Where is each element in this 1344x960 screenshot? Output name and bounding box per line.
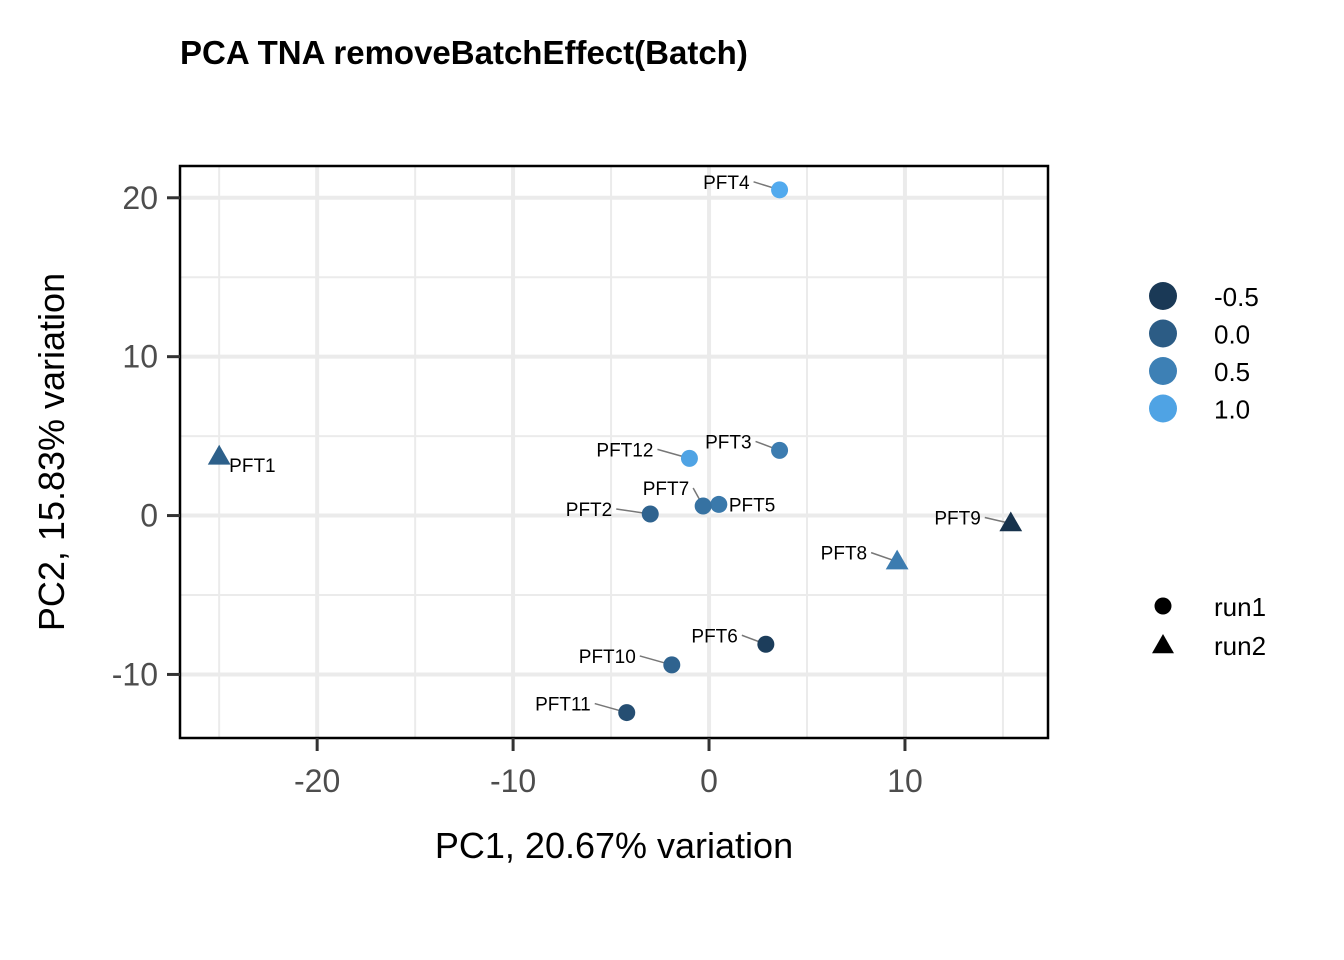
x-axis: -20 -10 0 10 xyxy=(294,738,923,799)
data-point-label: PFT7 xyxy=(643,479,689,500)
data-point-label: PFT1 xyxy=(229,456,275,477)
data-point-circle xyxy=(663,656,681,674)
y-tick-label: 20 xyxy=(122,180,158,216)
shape-legend-label: run2 xyxy=(1214,631,1266,661)
data-point-circle xyxy=(641,505,659,523)
x-tick-label: 10 xyxy=(887,763,923,799)
color-legend-key xyxy=(1149,319,1177,348)
y-axis-title: PC2, 15.83% variation xyxy=(31,273,72,631)
x-tick-label: -20 xyxy=(294,763,340,799)
data-point-circle xyxy=(771,441,789,459)
y-tick-label: 10 xyxy=(122,339,158,375)
data-point-label: PFT6 xyxy=(691,626,737,647)
color-legend: -0.5 0.0 0.5 1.0 xyxy=(1149,282,1259,425)
data-point-label: PFT4 xyxy=(703,173,750,194)
data-point-label: PFT5 xyxy=(729,495,775,516)
color-legend-key xyxy=(1149,357,1177,385)
data-point-label: PFT9 xyxy=(934,509,980,530)
color-legend-label: 0.0 xyxy=(1214,320,1250,350)
data-point-label: PFT12 xyxy=(596,440,653,461)
data-point-circle xyxy=(771,181,789,199)
color-legend-label: -0.5 xyxy=(1214,282,1259,312)
data-point-triangle xyxy=(207,444,231,465)
data-point-label: PFT8 xyxy=(821,544,867,565)
panel-border xyxy=(178,164,1050,740)
y-tick-label: 0 xyxy=(140,498,158,534)
data-point-triangle xyxy=(885,549,909,570)
data-point-circle xyxy=(694,497,712,515)
shape-legend: run1 run2 xyxy=(1152,592,1266,661)
y-tick-label: -10 xyxy=(112,656,158,692)
x-tick-label: -10 xyxy=(490,763,536,799)
shape-legend-label: run1 xyxy=(1214,592,1266,622)
data-point-circle xyxy=(710,495,728,513)
shape-legend-key-circle xyxy=(1154,597,1172,615)
data-point-circle xyxy=(618,704,636,722)
data-point-triangle xyxy=(999,511,1023,532)
x-tick-label: 0 xyxy=(700,763,718,799)
color-legend-key xyxy=(1149,394,1177,423)
color-legend-label: 0.5 xyxy=(1214,357,1250,387)
data-point-circle xyxy=(757,635,775,653)
data-point-label: PFT2 xyxy=(566,500,612,521)
data-point-circle xyxy=(680,449,698,467)
chart-title: PCA TNA removeBatchEffect(Batch) xyxy=(180,34,748,71)
plot-panel: PFT1 PFT2 PFT3 PFT4 PFT5 PFT6 PFT7 PFT8 PFT9 PFT1… xyxy=(178,164,1050,740)
data-point-label: PFT10 xyxy=(579,647,636,668)
color-legend-label: 1.0 xyxy=(1214,395,1250,425)
data-point-label: PFT11 xyxy=(535,695,591,716)
color-legend-key xyxy=(1149,282,1177,310)
shape-legend-key-triangle xyxy=(1152,634,1174,654)
x-axis-title: PC1, 20.67% variation xyxy=(435,825,793,866)
y-axis: -10 0 10 20 xyxy=(112,180,180,692)
data-point-label: PFT3 xyxy=(705,432,751,453)
